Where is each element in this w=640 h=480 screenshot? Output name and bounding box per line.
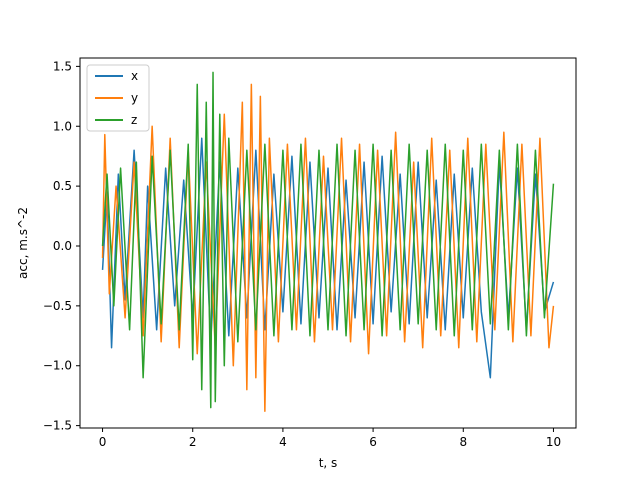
- x-tick-label: 0: [99, 435, 107, 449]
- y-tick-label: 0.0: [53, 239, 72, 253]
- series-line-z: [101, 71, 555, 409]
- y-tick-label: 0.5: [53, 179, 72, 193]
- y-tick-label: −0.5: [43, 299, 72, 313]
- y-tick-label: −1.5: [43, 419, 72, 433]
- y-axis-label: acc, m.s^-2: [16, 207, 30, 279]
- legend: x y z: [86, 64, 150, 132]
- x-axis-label: t, s: [319, 456, 338, 470]
- x-tick-label: 8: [459, 435, 467, 449]
- y-tick-label: 1.0: [53, 119, 72, 133]
- series-line-x: [101, 137, 555, 379]
- legend-label-z: z: [131, 113, 137, 127]
- series-layer: [101, 71, 555, 412]
- y-tick-label: −1.0: [43, 359, 72, 373]
- x-tick-label: 10: [546, 435, 561, 449]
- legend-label-x: x: [131, 69, 138, 83]
- x-tick-label: 6: [369, 435, 377, 449]
- y-tick-label: 1.5: [53, 59, 72, 73]
- y-axis: −1.5 −1.0 −0.5 0.0 0.5 1.0 1.5: [43, 59, 80, 433]
- legend-label-y: y: [131, 91, 138, 105]
- x-axis: 0 2 4 6 8 10: [99, 428, 561, 449]
- x-tick-label: 4: [279, 435, 287, 449]
- x-tick-label: 2: [189, 435, 197, 449]
- plot-frame: [79, 57, 577, 429]
